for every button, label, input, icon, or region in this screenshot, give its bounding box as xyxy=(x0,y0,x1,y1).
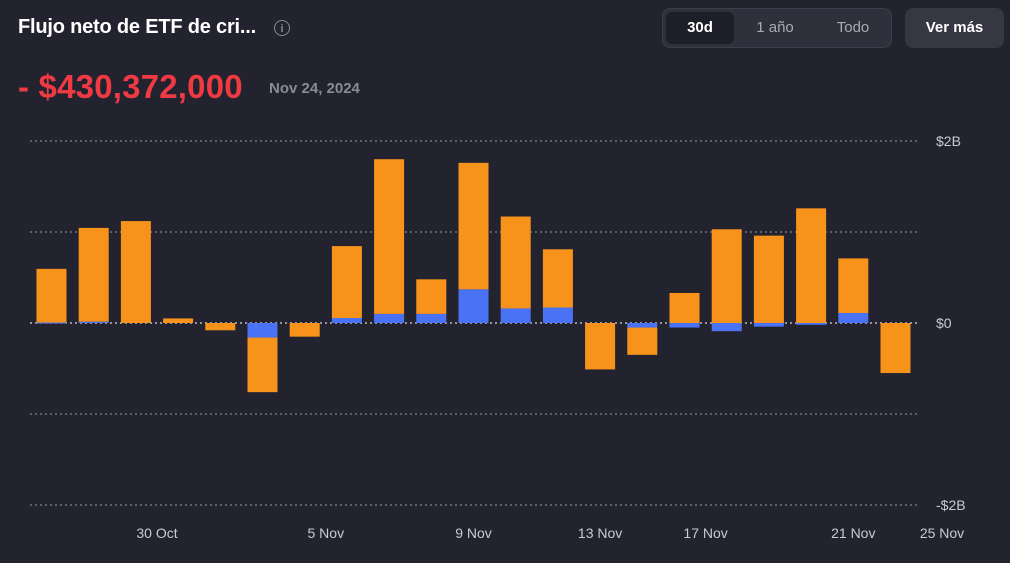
x-tick-label: 13 Nov xyxy=(578,525,622,541)
bar-segment[interactable] xyxy=(374,313,405,323)
bar-segment[interactable] xyxy=(500,216,531,309)
bar-segment[interactable] xyxy=(585,323,616,370)
bar-segment[interactable] xyxy=(542,249,573,308)
bar-segment[interactable] xyxy=(627,323,658,328)
bar-segment[interactable] xyxy=(711,229,742,323)
bar-segment[interactable] xyxy=(500,308,531,323)
bar-segment[interactable] xyxy=(627,327,658,355)
bar-segment[interactable] xyxy=(458,289,489,323)
tab-1-year[interactable]: 1 año xyxy=(756,19,794,36)
bar-segment[interactable] xyxy=(78,321,109,323)
x-tick-label: 5 Nov xyxy=(308,525,345,541)
bar-segment[interactable] xyxy=(753,235,784,323)
x-tick-label: 30 Oct xyxy=(136,525,177,541)
x-axis-ticks: 30 Oct 5 Nov 9 Nov 13 Nov 17 Nov 21 Nov 25 Nov xyxy=(136,525,964,541)
period-tabs: 30d 1 año Todo xyxy=(662,8,892,48)
info-icon[interactable]: i xyxy=(274,20,290,36)
see-more-button[interactable]: Ver más xyxy=(905,8,1004,48)
bar-segment[interactable] xyxy=(374,159,405,314)
bar-segment[interactable] xyxy=(416,313,447,323)
y-axis-ticks: $2B $0 -$2B xyxy=(936,133,966,513)
bar-segment[interactable] xyxy=(838,312,869,323)
bar-segment[interactable] xyxy=(669,292,700,323)
x-tick-label: 17 Nov xyxy=(683,525,727,541)
chart-title: Flujo neto de ETF de cri... xyxy=(18,16,256,38)
bar-segment[interactable] xyxy=(36,268,67,323)
bar-segment[interactable] xyxy=(163,318,194,323)
bar-segment[interactable] xyxy=(669,323,700,328)
bar-segment[interactable] xyxy=(120,221,151,323)
bar-segment[interactable] xyxy=(880,323,911,374)
bar-segment[interactable] xyxy=(753,323,784,327)
bar-segment[interactable] xyxy=(711,323,742,332)
bar-segment[interactable] xyxy=(542,307,573,323)
bar-segment[interactable] xyxy=(331,317,362,323)
bar-segment[interactable] xyxy=(205,323,236,331)
bar-segment[interactable] xyxy=(78,227,109,322)
x-tick-label: 25 Nov xyxy=(920,525,964,541)
x-tick-label: 9 Nov xyxy=(455,525,492,541)
bar-segment[interactable] xyxy=(458,162,489,290)
bar-segment[interactable] xyxy=(416,279,447,314)
tab-all[interactable]: Todo xyxy=(836,19,870,36)
y-tick-label: -$2B xyxy=(936,497,966,513)
net-flow-value: - $430,372,000 xyxy=(18,68,243,105)
y-tick-label: $0 xyxy=(936,315,952,331)
bar-segment[interactable] xyxy=(331,246,362,318)
bar-segment[interactable] xyxy=(796,323,827,325)
bar-segment[interactable] xyxy=(796,208,827,323)
bar-segment[interactable] xyxy=(247,323,278,338)
tab-30d[interactable]: 30d xyxy=(666,12,734,44)
bar-segment[interactable] xyxy=(838,258,869,313)
bar-segment[interactable] xyxy=(289,323,320,337)
y-tick-label: $2B xyxy=(936,133,961,149)
net-flow-date: Nov 24, 2024 xyxy=(269,80,360,97)
x-tick-label: 21 Nov xyxy=(831,525,875,541)
bar-segment[interactable] xyxy=(247,337,278,393)
bar-segment[interactable] xyxy=(36,322,67,324)
chart-bars xyxy=(36,159,911,393)
